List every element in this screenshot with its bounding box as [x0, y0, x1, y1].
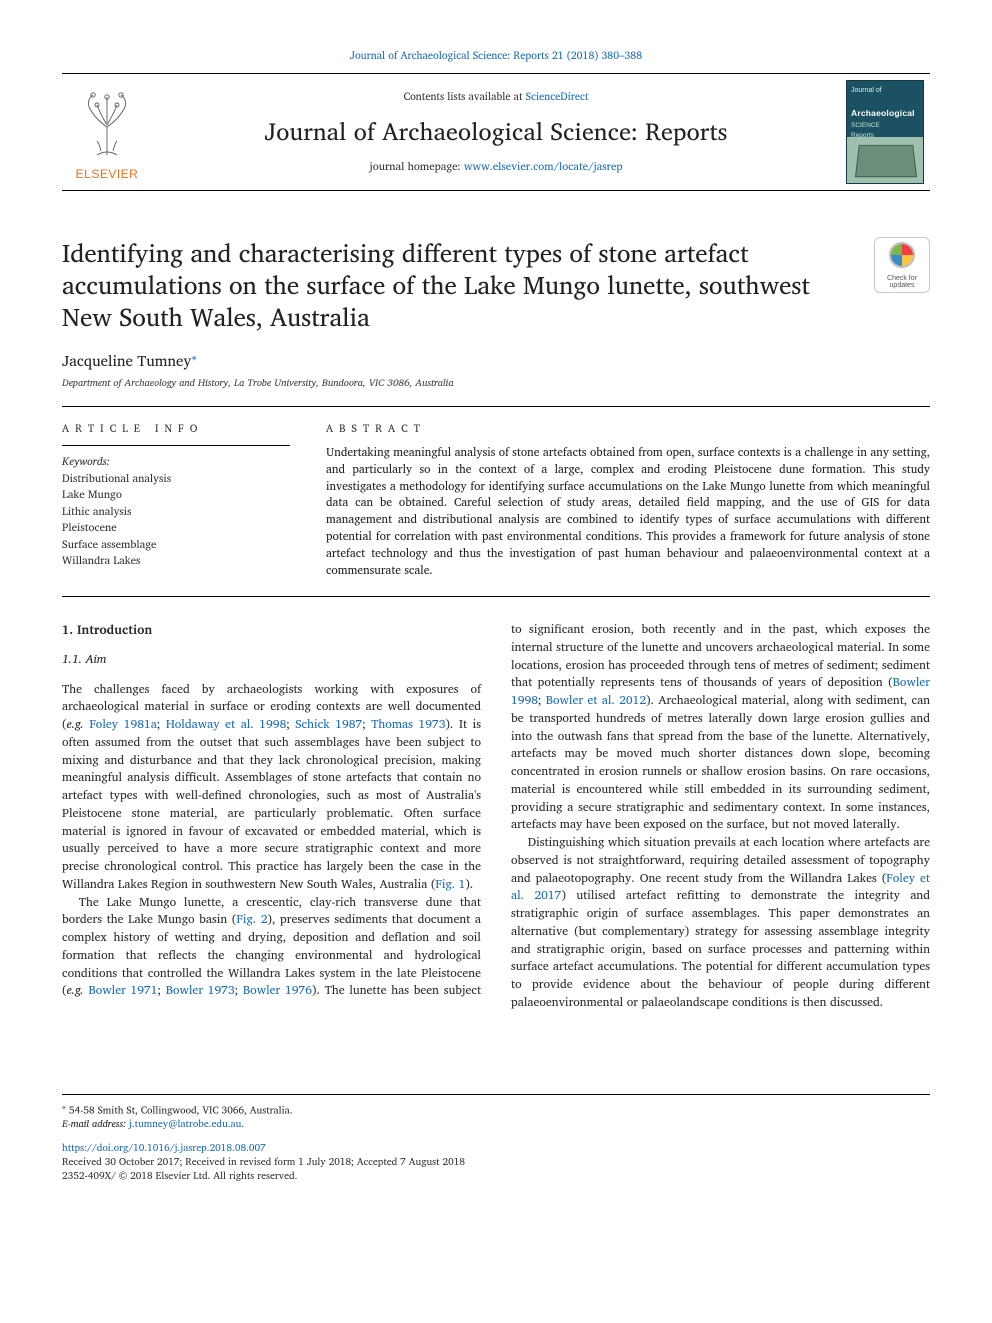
section-1-heading: 1. Introduction	[62, 621, 481, 639]
thumb-artefact-icon	[855, 145, 917, 177]
section-1-1-heading: 1.1. Aim	[62, 651, 481, 668]
publisher-wordmark: ELSEVIER	[76, 166, 139, 183]
keywords-list: Distributional analysisLake MungoLithic …	[62, 470, 290, 569]
article-info-column: ARTICLE INFO Keywords: Distributional an…	[62, 421, 290, 580]
cite-schick-1987[interactable]: Schick 1987	[295, 715, 362, 734]
running-head: Journal of Archaeological Science: Repor…	[62, 48, 930, 63]
abstract-text: Undertaking meaningful analysis of stone…	[326, 445, 930, 580]
email-footnote: E-mail address: j.tumney@latrobe.edu.au.	[62, 1117, 930, 1131]
masthead-center: Contents lists available at ScienceDirec…	[158, 74, 834, 190]
issn-line: 2352-409X/ © 2018 Elsevier Ltd. All righ…	[62, 1169, 930, 1183]
corr-footnote: ⁎ 54-58 Smith St, Collingwood, VIC 3066,…	[62, 1101, 930, 1117]
rule-after-abstract	[62, 596, 930, 597]
thumb-line1: Journal of	[851, 87, 919, 94]
elsevier-tree-icon	[75, 85, 139, 164]
author-line: Jacqueline Tumney⁎	[62, 349, 930, 372]
footnotes: ⁎ 54-58 Smith St, Collingwood, VIC 3066,…	[62, 1094, 930, 1131]
fig-2-link[interactable]: Fig. 2	[236, 910, 267, 929]
footer: https://doi.org/10.1016/j.jasrep.2018.08…	[62, 1141, 930, 1183]
cite-bowler-1976[interactable]: Bowler 1976	[243, 981, 312, 1000]
keywords-label: Keywords:	[62, 454, 290, 470]
keyword-item: Surface assemblage	[62, 536, 290, 553]
keyword-item: Pleistocene	[62, 519, 290, 536]
running-head-link[interactable]: Journal of Archaeological Science: Repor…	[350, 46, 642, 64]
info-rule	[62, 445, 290, 446]
masthead-right: Journal of Archaeological SCIENCEReports	[834, 74, 930, 190]
cite-thomas-1973[interactable]: Thomas 1973	[371, 715, 445, 734]
masthead: ELSEVIER Contents lists available at Sci…	[62, 73, 930, 191]
homepage-prefix: journal homepage:	[370, 157, 464, 175]
para-1: The challenges faced by archaeologists w…	[62, 681, 481, 894]
contents-prefix: Contents lists available at	[404, 87, 526, 105]
fig-1-link[interactable]: Fig. 1	[435, 875, 465, 894]
journal-cover-thumb: Journal of Archaeological SCIENCEReports	[846, 80, 924, 184]
corr-marker-link[interactable]: ⁎	[191, 347, 197, 365]
cite-bowler-2012[interactable]: Bowler et al. 2012	[546, 691, 646, 710]
thumb-line3: SCIENCEReports	[851, 121, 880, 140]
cite-bowler-1973[interactable]: Bowler 1973	[166, 981, 235, 1000]
crossmark-badge[interactable]: Check forupdates	[874, 237, 930, 293]
thumb-line2: Archaeological	[851, 107, 919, 119]
homepage-line: journal homepage: www.elsevier.com/locat…	[370, 159, 623, 175]
keyword-item: Lake Mungo	[62, 486, 290, 503]
author-name: Jacqueline Tumney	[62, 348, 191, 373]
article-info-heading: ARTICLE INFO	[62, 421, 290, 436]
email-label: E-mail address:	[62, 1116, 126, 1132]
keyword-item: Distributional analysis	[62, 470, 290, 487]
body-columns: 1. Introduction 1.1. Aim The challenges …	[62, 621, 930, 1012]
homepage-link[interactable]: www.elsevier.com/locate/jasrep	[464, 157, 623, 175]
cite-holdaway-1998[interactable]: Holdaway et al. 1998	[166, 715, 287, 734]
crossmark-label: Check forupdates	[887, 275, 917, 289]
sciencedirect-link[interactable]: ScienceDirect	[526, 87, 589, 105]
publisher-block: ELSEVIER	[62, 74, 158, 190]
affiliation: Department of Archaeology and History, L…	[62, 376, 930, 391]
author-email-link[interactable]: j.tumney@latrobe.edu.au	[129, 1116, 241, 1132]
cite-foley-1981a[interactable]: Foley 1981a	[89, 715, 157, 734]
cite-bowler-1971[interactable]: Bowler 1971	[88, 981, 157, 1000]
para-3: Distinguishing which situation prevails …	[511, 834, 930, 1012]
abstract-heading: ABSTRACT	[326, 421, 930, 436]
crossmark-icon	[888, 241, 916, 273]
received-line: Received 30 October 2017; Received in re…	[62, 1155, 930, 1169]
keyword-item: Willandra Lakes	[62, 552, 290, 569]
keyword-item: Lithic analysis	[62, 503, 290, 520]
article-title: Identifying and characterising different…	[62, 237, 858, 333]
contents-line: Contents lists available at ScienceDirec…	[404, 89, 589, 104]
abstract-column: ABSTRACT Undertaking meaningful analysis…	[326, 421, 930, 580]
journal-name: Journal of Archaeological Science: Repor…	[264, 114, 727, 149]
rule-top	[62, 406, 930, 407]
